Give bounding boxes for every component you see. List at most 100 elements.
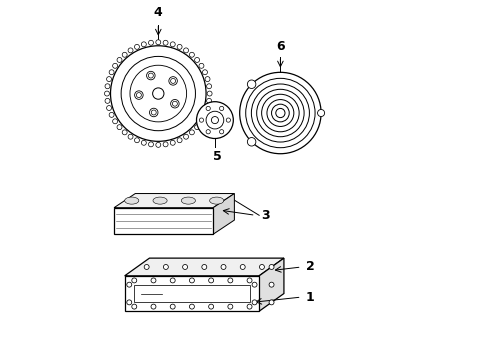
Circle shape xyxy=(170,278,175,283)
Circle shape xyxy=(171,99,179,108)
Circle shape xyxy=(128,134,133,139)
Circle shape xyxy=(228,278,233,283)
Circle shape xyxy=(207,98,212,103)
Circle shape xyxy=(151,278,156,283)
Circle shape xyxy=(117,58,122,62)
Circle shape xyxy=(105,84,110,89)
Polygon shape xyxy=(124,258,284,276)
Circle shape xyxy=(132,304,137,309)
Circle shape xyxy=(247,80,256,89)
Circle shape xyxy=(109,112,114,117)
Circle shape xyxy=(177,44,182,49)
Circle shape xyxy=(156,40,161,45)
Circle shape xyxy=(184,48,189,53)
Polygon shape xyxy=(213,194,234,234)
Circle shape xyxy=(228,304,233,309)
Circle shape xyxy=(195,58,199,62)
Circle shape xyxy=(163,265,169,269)
Circle shape xyxy=(199,63,204,68)
Text: 5: 5 xyxy=(213,150,222,163)
Circle shape xyxy=(247,278,252,283)
Circle shape xyxy=(252,300,257,305)
Circle shape xyxy=(128,48,133,53)
Circle shape xyxy=(190,130,195,135)
Text: 1: 1 xyxy=(306,291,315,303)
Circle shape xyxy=(202,112,207,117)
Circle shape xyxy=(149,108,158,117)
Circle shape xyxy=(211,117,219,123)
Circle shape xyxy=(111,46,206,141)
Circle shape xyxy=(190,304,195,309)
Circle shape xyxy=(163,142,168,147)
Circle shape xyxy=(202,70,207,75)
Text: 3: 3 xyxy=(261,209,270,222)
Circle shape xyxy=(156,143,161,147)
Circle shape xyxy=(199,118,203,122)
Circle shape xyxy=(221,265,226,269)
Ellipse shape xyxy=(153,197,167,204)
Circle shape xyxy=(170,42,175,47)
Circle shape xyxy=(122,130,127,135)
Circle shape xyxy=(226,118,230,122)
Circle shape xyxy=(205,77,210,82)
Circle shape xyxy=(104,91,109,96)
Circle shape xyxy=(106,77,112,82)
Circle shape xyxy=(127,282,132,287)
Circle shape xyxy=(220,106,224,111)
Text: 2: 2 xyxy=(306,261,315,274)
Circle shape xyxy=(117,125,122,130)
Circle shape xyxy=(177,138,182,143)
Circle shape xyxy=(132,278,137,283)
Circle shape xyxy=(109,70,114,75)
Circle shape xyxy=(190,52,195,57)
Circle shape xyxy=(209,278,214,283)
Circle shape xyxy=(269,282,274,287)
Circle shape xyxy=(134,44,140,49)
Circle shape xyxy=(318,109,325,117)
Circle shape xyxy=(152,88,164,99)
Circle shape xyxy=(252,282,257,287)
Circle shape xyxy=(220,130,224,134)
Ellipse shape xyxy=(181,197,196,204)
Circle shape xyxy=(169,77,177,85)
Circle shape xyxy=(269,300,274,305)
Circle shape xyxy=(206,130,210,134)
Circle shape xyxy=(141,140,147,145)
Circle shape xyxy=(240,265,245,269)
Circle shape xyxy=(206,106,210,111)
Circle shape xyxy=(207,84,212,89)
Polygon shape xyxy=(114,208,213,234)
Circle shape xyxy=(147,71,155,80)
Circle shape xyxy=(195,125,199,130)
Polygon shape xyxy=(114,194,234,208)
Circle shape xyxy=(196,102,233,139)
Circle shape xyxy=(148,142,153,147)
Circle shape xyxy=(141,42,147,47)
Polygon shape xyxy=(124,276,259,311)
Circle shape xyxy=(190,278,195,283)
Circle shape xyxy=(183,265,188,269)
Circle shape xyxy=(247,304,252,309)
Circle shape xyxy=(247,138,256,146)
Circle shape xyxy=(122,52,127,57)
Circle shape xyxy=(105,98,110,103)
Circle shape xyxy=(206,111,224,129)
Circle shape xyxy=(199,119,204,124)
Circle shape xyxy=(209,304,214,309)
Circle shape xyxy=(205,105,210,111)
Ellipse shape xyxy=(124,197,139,204)
Text: 6: 6 xyxy=(276,40,285,53)
Circle shape xyxy=(113,63,118,68)
Circle shape xyxy=(170,140,175,145)
Circle shape xyxy=(127,300,132,305)
Circle shape xyxy=(170,304,175,309)
Circle shape xyxy=(202,265,207,269)
Circle shape xyxy=(269,265,274,269)
Circle shape xyxy=(151,304,156,309)
Circle shape xyxy=(135,91,143,99)
Circle shape xyxy=(134,138,140,143)
Circle shape xyxy=(207,91,212,96)
Circle shape xyxy=(113,119,118,124)
Circle shape xyxy=(184,134,189,139)
Polygon shape xyxy=(259,258,284,311)
